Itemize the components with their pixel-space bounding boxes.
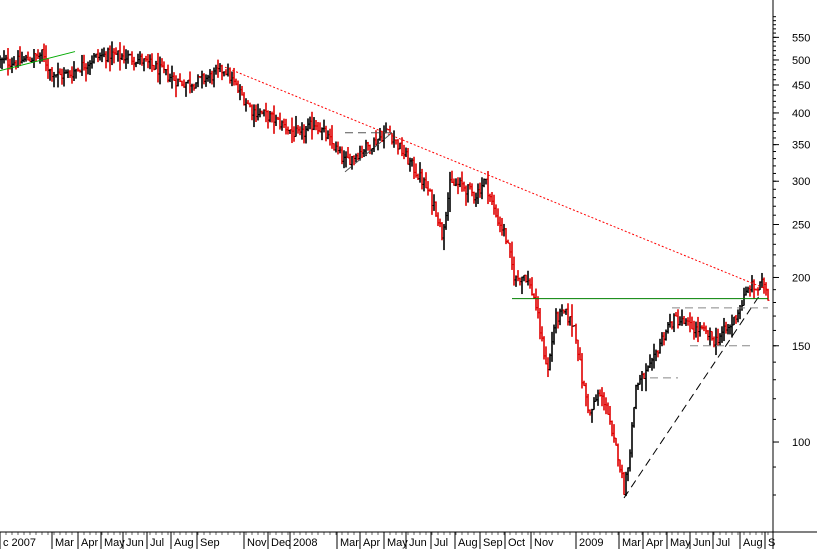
x-tick-label: Apr <box>646 537 663 549</box>
x-tick-label: Mar <box>55 537 74 549</box>
x-tick-label: Jul <box>150 537 164 549</box>
x-tick-label: Sep <box>200 537 220 549</box>
x-tick-label: 2008 <box>293 537 317 549</box>
x-tick-label: Sep <box>483 537 503 549</box>
x-tick-label: Mar <box>622 537 641 549</box>
y-tick-label: 400 <box>792 108 810 120</box>
x-tick-label: 2009 <box>579 537 603 549</box>
x-tick-label: May <box>670 537 691 549</box>
x-tick-label: May <box>387 537 408 549</box>
y-tick-label: 150 <box>792 341 810 353</box>
price-bars-layer <box>0 41 770 497</box>
x-tick-label: Mar <box>340 537 359 549</box>
triangle-2008-a <box>344 132 393 173</box>
x-tick-label: Jun <box>126 537 144 549</box>
x-tick-label: S <box>768 537 775 549</box>
x-tick-label: Aug <box>174 537 194 549</box>
x-tick-label: Dec <box>271 537 291 549</box>
x-tick-label: Jun <box>693 537 711 549</box>
x-tick-label: May <box>104 537 125 549</box>
x-tick-label: Nov <box>247 537 267 549</box>
y-tick-label: 300 <box>792 176 810 188</box>
early-trend-green <box>0 51 76 72</box>
y-tick-label: 500 <box>792 55 810 67</box>
support-line-black <box>623 294 761 499</box>
x-tick-label: Apr <box>81 537 98 549</box>
y-tick-label: 200 <box>792 272 810 284</box>
y-tick-label: 100 <box>792 437 810 449</box>
y-tick-label: 250 <box>792 220 810 232</box>
x-tick-label: Apr <box>363 537 380 549</box>
x-tick-label: c 2007 <box>3 537 36 549</box>
x-tick-label: Jul <box>716 537 730 549</box>
x-tick-label: Jun <box>409 537 427 549</box>
x-tick-label: Oct <box>508 537 525 549</box>
y-tick-label: 350 <box>792 140 810 152</box>
y-tick-label: 550 <box>792 32 810 44</box>
x-tick-label: Nov <box>534 537 554 549</box>
x-tick-label: Jul <box>434 537 448 549</box>
resistance-line-red <box>224 66 769 291</box>
y-tick-label: 450 <box>792 80 810 92</box>
x-tick-label: Aug <box>743 537 763 549</box>
x-tick-label: Aug <box>458 537 478 549</box>
annotation-lines-layer <box>0 51 769 499</box>
